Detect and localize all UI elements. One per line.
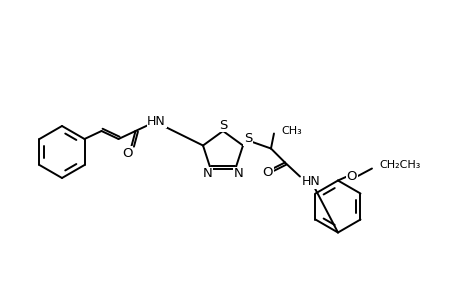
Text: N: N — [233, 167, 243, 181]
Text: HN: HN — [147, 115, 166, 128]
Text: O: O — [262, 166, 273, 179]
Text: CH₃: CH₃ — [280, 125, 301, 136]
Text: O: O — [346, 170, 357, 183]
Text: HN: HN — [301, 175, 320, 188]
Text: N: N — [202, 167, 212, 181]
Text: S: S — [218, 118, 227, 131]
Text: S: S — [243, 132, 252, 145]
Text: O: O — [122, 146, 133, 160]
Text: CH₂CH₃: CH₂CH₃ — [378, 160, 420, 170]
